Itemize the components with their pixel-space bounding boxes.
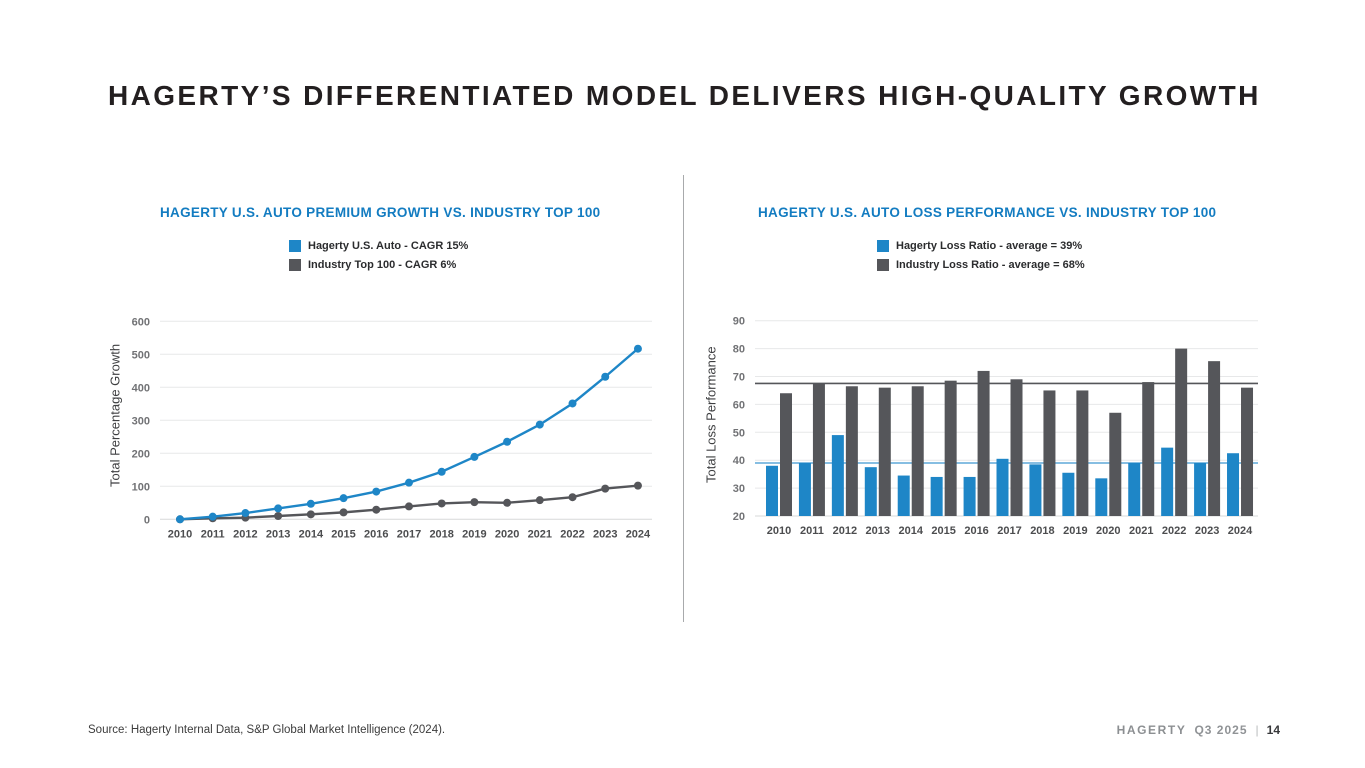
svg-text:2015: 2015 (331, 528, 355, 540)
svg-text:2012: 2012 (233, 528, 257, 540)
svg-text:20: 20 (733, 511, 745, 523)
legend-item: Hagerty U.S. Auto - CAGR 15% (289, 240, 468, 252)
svg-text:2020: 2020 (495, 528, 519, 540)
svg-text:30: 30 (733, 483, 745, 495)
svg-text:2018: 2018 (1030, 525, 1054, 537)
svg-text:2020: 2020 (1096, 525, 1120, 537)
footer-separator: | (1255, 723, 1259, 737)
svg-text:2016: 2016 (964, 525, 988, 537)
svg-text:40: 40 (733, 455, 745, 467)
svg-text:2019: 2019 (462, 528, 486, 540)
svg-text:2021: 2021 (528, 528, 552, 540)
legend-swatch-hagerty (289, 240, 301, 252)
legend-swatch-industry-loss (877, 259, 889, 271)
svg-text:2010: 2010 (168, 528, 192, 540)
svg-text:2023: 2023 (1195, 525, 1219, 537)
legend-swatch-industry (289, 259, 301, 271)
page-number: 14 (1266, 723, 1280, 737)
brand-logo: HAGERTY (1116, 723, 1187, 737)
page-title: HAGERTY’S DIFFERENTIATED MODEL DELIVERS … (108, 80, 1261, 111)
loss-performance-legend: Hagerty Loss Ratio - average = 39% Indus… (877, 240, 1085, 271)
svg-text:80: 80 (733, 344, 745, 356)
legend-label: Hagerty U.S. Auto - CAGR 15% (308, 240, 469, 252)
svg-text:2024: 2024 (1228, 525, 1253, 537)
svg-text:0: 0 (144, 514, 150, 526)
svg-text:2022: 2022 (560, 528, 584, 540)
report-period: Q3 2025 (1194, 723, 1248, 737)
svg-text:400: 400 (132, 382, 150, 394)
footer-right: HAGERTY Q3 2025 | 14 (1117, 723, 1280, 737)
source-note: Source: Hagerty Internal Data, S&P Globa… (88, 724, 446, 736)
svg-text:2021: 2021 (1129, 525, 1153, 537)
svg-text:2013: 2013 (266, 528, 290, 540)
svg-text:50: 50 (733, 427, 745, 439)
svg-text:2018: 2018 (429, 528, 453, 540)
legend-swatch-hagerty-loss (877, 240, 889, 252)
svg-text:200: 200 (132, 448, 150, 460)
svg-text:2011: 2011 (800, 525, 824, 537)
svg-text:2024: 2024 (626, 528, 651, 540)
svg-text:2014: 2014 (299, 528, 324, 540)
legend-item: Industry Loss Ratio - average = 68% (877, 259, 1085, 271)
legend-label: Hagerty Loss Ratio - average = 39% (896, 240, 1083, 252)
svg-text:600: 600 (132, 316, 150, 328)
legend-item: Hagerty Loss Ratio - average = 39% (877, 240, 1085, 252)
premium-growth-legend: Hagerty U.S. Auto - CAGR 15% Industry To… (289, 240, 468, 271)
svg-text:2023: 2023 (593, 528, 617, 540)
svg-text:70: 70 (733, 372, 745, 384)
svg-text:2011: 2011 (201, 528, 225, 540)
legend-item: Industry Top 100 - CAGR 6% (289, 259, 468, 271)
legend-label: Industry Loss Ratio - average = 68% (896, 259, 1085, 271)
svg-text:2017: 2017 (997, 525, 1021, 537)
svg-text:2010: 2010 (767, 525, 791, 537)
svg-text:2016: 2016 (364, 528, 388, 540)
svg-text:2017: 2017 (397, 528, 421, 540)
svg-text:300: 300 (132, 415, 150, 427)
svg-text:2012: 2012 (833, 525, 857, 537)
svg-text:2022: 2022 (1162, 525, 1186, 537)
premium-growth-chart-title: HAGERTY U.S. AUTO PREMIUM GROWTH VS. IND… (160, 205, 601, 220)
svg-text:2019: 2019 (1063, 525, 1087, 537)
legend-label: Industry Top 100 - CAGR 6% (308, 259, 457, 271)
svg-text:2014: 2014 (898, 525, 923, 537)
svg-text:90: 90 (733, 316, 745, 328)
svg-text:2013: 2013 (866, 525, 890, 537)
svg-text:500: 500 (132, 349, 150, 361)
loss-performance-chart-title: HAGERTY U.S. AUTO LOSS PERFORMANCE VS. I… (758, 205, 1217, 220)
svg-text:60: 60 (733, 399, 745, 411)
svg-text:2015: 2015 (931, 525, 955, 537)
loss-performance-chart: 20 30 40 50 60 70 80 90 2010 2011 2012 2013 2014 2015… (733, 316, 1258, 537)
svg-text:100: 100 (132, 481, 150, 493)
panel-divider (683, 175, 684, 622)
premium-growth-chart: 0 100 200 300 400 500 600 2010 2011 2012 2013 2014 2… (132, 316, 652, 540)
